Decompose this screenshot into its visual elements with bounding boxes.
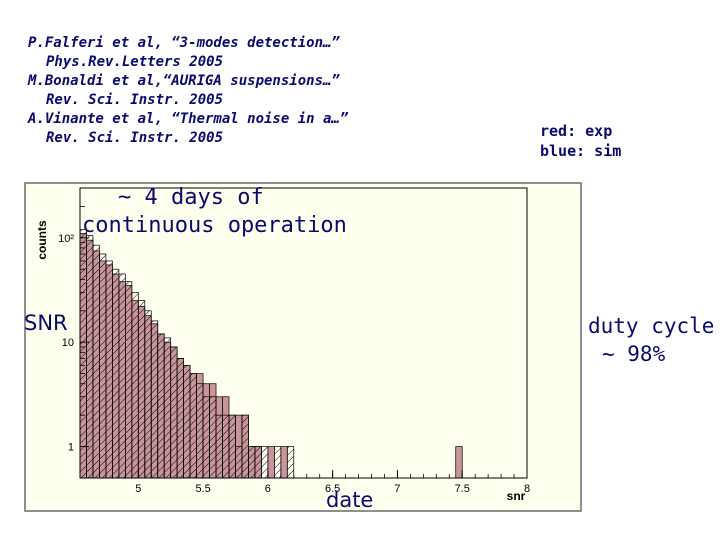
exp-bar [455,446,463,479]
reference-3-line2: Rev. Sci. Instr. 2005 [46,130,224,146]
sim-bar [176,358,185,479]
annotation-duty-percent: ~ 98% [602,342,666,366]
x-tick-label: 8 [524,483,530,495]
sim-bar [286,446,295,479]
reference-1-line1: P.Falferi et al, “3-modes detection…” [28,35,340,51]
sim-bar [228,414,236,479]
sim-bar [261,446,269,479]
sim-bar [183,364,191,479]
reference-1-line2: Phys.Rev.Letters 2005 [46,54,224,70]
y-tick-label: 10² [58,233,74,245]
legend-blue-label: blue: sim [540,142,622,160]
reference-2-line2: Rev. Sci. Instr. 2005 [46,92,224,108]
sim-bar [273,446,282,479]
sim-bar [215,414,223,479]
sim-bar [79,229,87,479]
sim-bar [131,292,139,479]
sim-bar [157,333,165,479]
exp-bar [267,446,275,479]
color-legend-note: red: exp blue: sim [540,121,621,161]
sim-bar [112,268,120,479]
exp-bar [280,446,288,479]
sim-bar [163,337,172,479]
sim-series [79,229,295,479]
annotation-days: ~ 4 days of [118,185,264,210]
reference-2-line1: M.Bonaldi et al,“AURIGA suspensions…” [28,73,340,89]
x-tick-label: 6.5 [325,483,340,495]
reference-3-line1: A.Vinante et al, “Thermal noise in a…” [28,111,349,127]
reference-list: P.Falferi et al, “3-modes detection…” Ph… [28,34,348,148]
legend-red-label: red: exp [540,122,613,140]
x-tick-label: 5 [135,483,141,495]
sim-bar [202,396,210,479]
sim-bar [105,260,113,479]
sim-bar [222,414,230,479]
sim-bar [189,373,197,479]
sim-bar [92,244,100,479]
plot-border [79,187,528,479]
annotation-continuous-operation: continuous operation [82,213,347,238]
x-axis-label: snr [507,489,526,503]
sim-bar [124,281,133,479]
sim-bar [118,273,126,479]
x-tick-label: 7.5 [455,483,470,495]
sim-bar [209,396,217,479]
x-tick-label: 5.5 [195,483,210,495]
sim-bar [241,414,249,479]
axis-ticks: 5 5.5 6 6.5 7 7.5 8 1 10 10² [58,205,530,495]
sim-bar [99,253,107,479]
y-axis-label: counts [35,220,49,260]
x-tick-label: 7 [394,483,400,495]
sim-bar [144,310,152,479]
x-tick-label: 6 [265,483,271,495]
sim-bar [150,320,159,479]
sim-bar [235,446,243,479]
y-tick-label: 1 [68,442,74,454]
sim-bar [254,446,262,479]
annotation-duty-cycle: duty cycle [588,314,715,338]
sim-bar [86,235,94,479]
annotation-snr: SNR [24,311,68,335]
sim-bar [196,383,204,479]
sim-bar [248,446,256,479]
sim-bar [170,346,178,479]
sim-bar [137,300,146,479]
y-tick-label: 10 [62,337,74,349]
annotation-date: date [326,488,374,512]
